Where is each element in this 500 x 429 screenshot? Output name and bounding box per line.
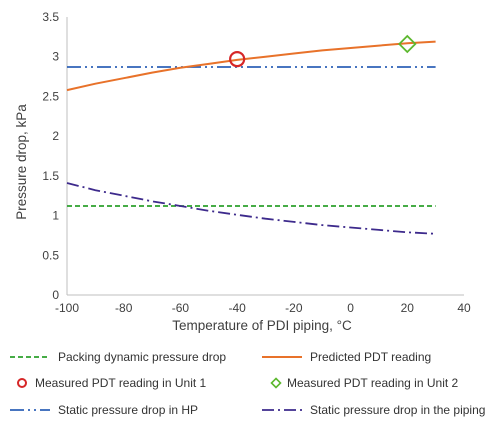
legend-label-measured-pdt-reading-in-unit-1: Measured PDT reading in Unit 1 bbox=[35, 376, 207, 390]
x-tick-label: -100 bbox=[55, 301, 79, 315]
y-tick-label: 1.5 bbox=[42, 169, 59, 183]
legend: Packing dynamic pressure drop Predicted P… bbox=[10, 350, 485, 417]
x-tick-label: 20 bbox=[401, 301, 415, 315]
y-tick-label: 2 bbox=[52, 129, 59, 143]
plot-series bbox=[66, 34, 436, 235]
x-tick-label: -40 bbox=[228, 301, 246, 315]
legend-label-packing-dynamic-pressure-drop: Packing dynamic pressure drop bbox=[58, 350, 226, 364]
static-pressure-drop-in-the-piping-line bbox=[66, 182, 436, 235]
measured-pdt-reading-in-unit-2-marker bbox=[398, 34, 417, 54]
x-tick-label: -60 bbox=[172, 301, 190, 315]
legend-label-static-pressure-drop-in-hp: Static pressure drop in HP bbox=[58, 403, 198, 417]
y-tick-label: 1 bbox=[52, 209, 59, 223]
legend-label-predicted-pdt-reading: Predicted PDT reading bbox=[310, 350, 431, 364]
y-axis-title: Pressure drop, kPa bbox=[14, 104, 29, 220]
x-tick-label: -80 bbox=[115, 301, 133, 315]
legend-label-static-pressure-drop-in-the-piping: Static pressure drop in the piping bbox=[310, 403, 485, 417]
predicted-pdt-reading-line bbox=[66, 40, 436, 92]
x-tick-label: 40 bbox=[457, 301, 471, 315]
legend-swatch-measured-pdt-reading-in-unit-1 bbox=[17, 378, 27, 388]
legend-label-measured-pdt-reading-in-unit-2: Measured PDT reading in Unit 2 bbox=[287, 376, 459, 390]
y-tick-label: 3.5 bbox=[42, 10, 59, 24]
y-tick-label: 0 bbox=[52, 288, 59, 302]
x-tick-label: -20 bbox=[285, 301, 303, 315]
y-tick-label: 0.5 bbox=[42, 248, 59, 262]
x-tick-label: 0 bbox=[347, 301, 354, 315]
axes: 0 0.5 1 1.5 2 2.5 3 3.5 -100 -80 -60 -40 -20 0 20 40 bbox=[42, 10, 471, 315]
y-tick-label: 2.5 bbox=[42, 89, 59, 103]
y-tick-label: 3 bbox=[52, 50, 59, 64]
legend-swatch-measured-pdt-reading-in-unit-2 bbox=[270, 377, 282, 389]
measured-pdt-reading-in-unit-1-marker bbox=[229, 50, 246, 68]
x-axis-title: Temperature of PDI piping, °C bbox=[172, 318, 352, 333]
